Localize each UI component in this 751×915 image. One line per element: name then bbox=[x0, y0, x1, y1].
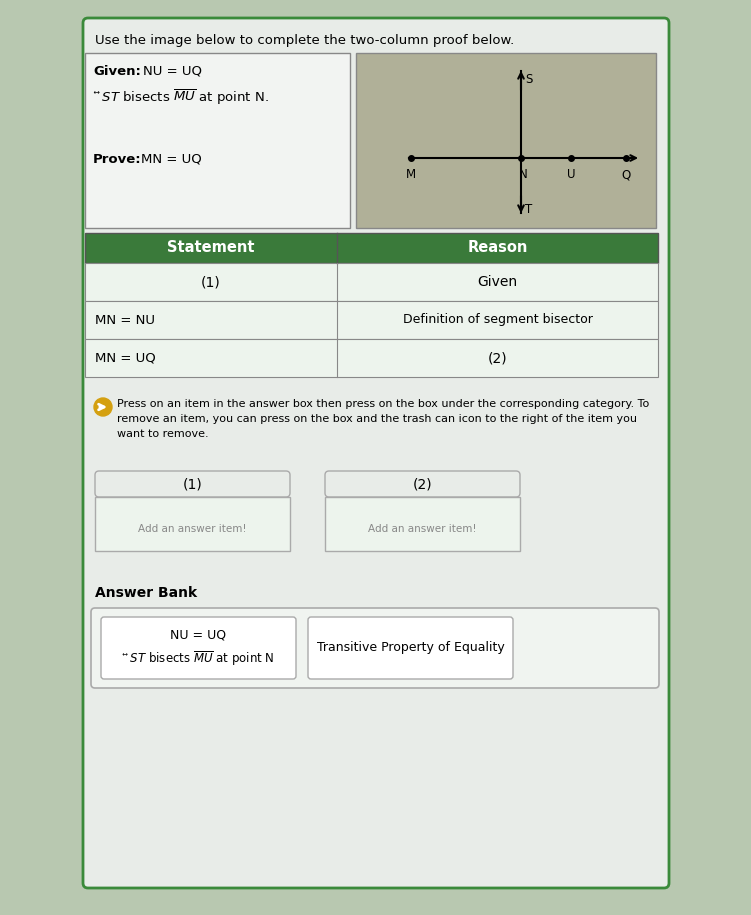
Text: Press on an item in the answer box then press on the box under the corresponding: Press on an item in the answer box then … bbox=[117, 399, 650, 438]
FancyBboxPatch shape bbox=[95, 471, 290, 497]
Text: T: T bbox=[525, 203, 532, 216]
Text: Statement: Statement bbox=[167, 241, 255, 255]
Text: U: U bbox=[567, 168, 575, 181]
Text: Definition of segment bisector: Definition of segment bisector bbox=[403, 314, 593, 327]
FancyBboxPatch shape bbox=[83, 18, 669, 888]
Text: Given:: Given: bbox=[93, 65, 141, 78]
Text: $\overleftrightarrow{ST}$ bisects $\overline{MU}$ at point N.: $\overleftrightarrow{ST}$ bisects $\over… bbox=[93, 88, 269, 107]
Bar bbox=[356, 53, 656, 228]
Text: (1): (1) bbox=[201, 275, 221, 289]
Text: S: S bbox=[525, 73, 532, 86]
Circle shape bbox=[94, 398, 112, 416]
FancyBboxPatch shape bbox=[325, 471, 520, 497]
Bar bbox=[85, 339, 658, 377]
Text: MN = UQ: MN = UQ bbox=[95, 351, 155, 364]
Text: Answer Bank: Answer Bank bbox=[95, 586, 197, 600]
Bar bbox=[325, 497, 520, 551]
FancyBboxPatch shape bbox=[308, 617, 513, 679]
Text: Prove:: Prove: bbox=[93, 153, 142, 166]
Bar bbox=[85, 263, 658, 301]
Bar bbox=[85, 53, 350, 228]
Text: Use the image below to complete the two-column proof below.: Use the image below to complete the two-… bbox=[95, 34, 514, 47]
Text: (2): (2) bbox=[487, 351, 508, 365]
FancyBboxPatch shape bbox=[91, 608, 659, 688]
Text: NU = UQ: NU = UQ bbox=[143, 65, 202, 78]
Text: MN = NU: MN = NU bbox=[95, 314, 155, 327]
Text: (2): (2) bbox=[413, 477, 433, 491]
Text: NU = UQ: NU = UQ bbox=[170, 629, 227, 641]
Bar bbox=[85, 301, 658, 339]
Text: Add an answer item!: Add an answer item! bbox=[138, 524, 247, 534]
Text: Add an answer item!: Add an answer item! bbox=[368, 524, 477, 534]
Text: Transitive Property of Equality: Transitive Property of Equality bbox=[317, 641, 505, 654]
Text: Reason: Reason bbox=[467, 241, 528, 255]
Text: MN = UQ: MN = UQ bbox=[141, 153, 202, 166]
Bar bbox=[85, 233, 658, 263]
Text: M: M bbox=[406, 168, 416, 181]
Text: N: N bbox=[519, 168, 527, 181]
FancyBboxPatch shape bbox=[101, 617, 296, 679]
Bar bbox=[95, 497, 290, 551]
Text: Given: Given bbox=[478, 275, 517, 289]
Text: $\overleftrightarrow{ST}$ bisects $\overline{MU}$ at point N: $\overleftrightarrow{ST}$ bisects $\over… bbox=[122, 650, 275, 669]
Text: Q: Q bbox=[621, 168, 631, 181]
Text: (1): (1) bbox=[182, 477, 202, 491]
